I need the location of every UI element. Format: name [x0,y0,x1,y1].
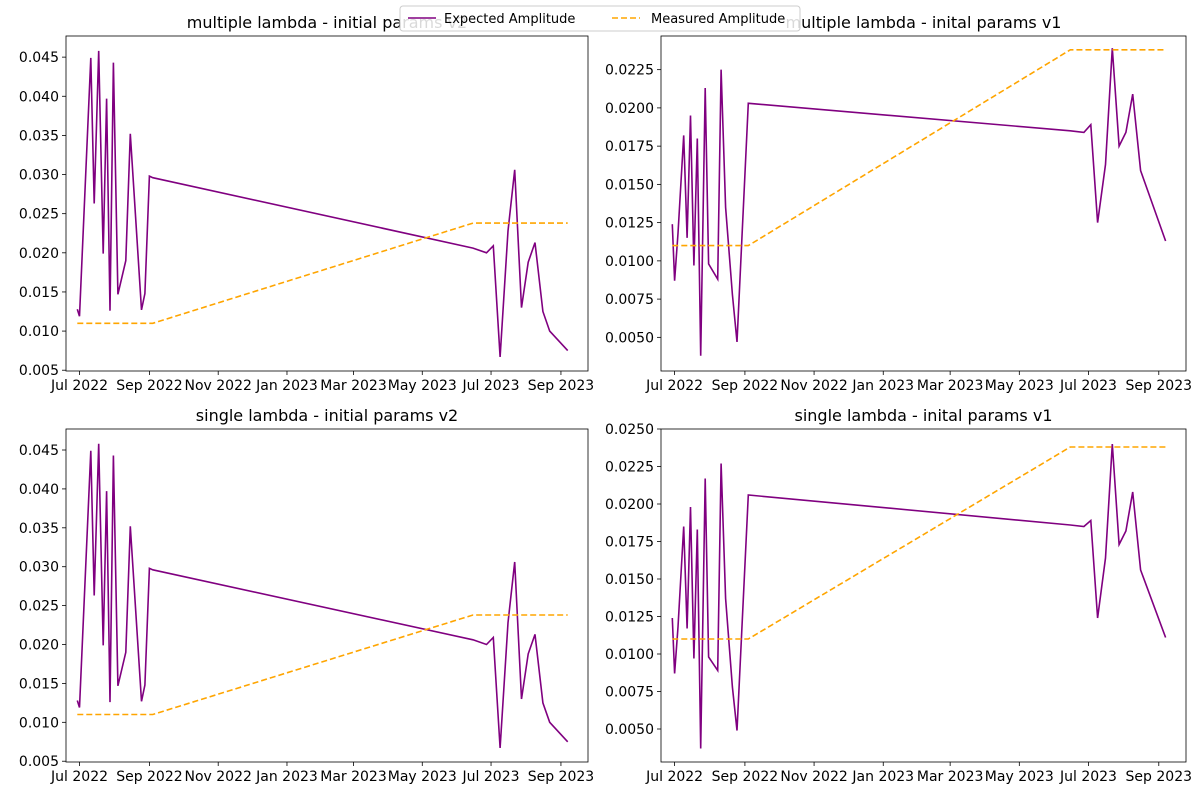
y-tick-label: 0.045 [19,50,59,66]
y-tick-label: 0.0050 [605,722,654,738]
x-tick-label: Sep 2023 [528,769,594,785]
x-tick-label: Sep 2022 [116,378,182,394]
y-tick-label: 0.0075 [605,685,654,701]
x-tick-label: Mar 2023 [917,769,984,785]
y-tick-label: 0.005 [19,363,59,379]
series-line-measured [672,48,1166,247]
y-tick-label: 0.0100 [605,647,654,663]
x-tick-label: Jan 2023 [255,378,318,394]
x-tick-label: Jul 2023 [1059,378,1117,394]
y-tick-label: 0.0225 [605,460,654,476]
y-tick-label: 0.0175 [605,535,654,551]
x-tick-label: May 2023 [985,769,1054,785]
y-tick-label: 0.0050 [605,330,654,346]
legend-label: Measured Amplitude [651,12,785,27]
y-tick-label: 0.025 [19,599,59,615]
y-tick-label: 0.0125 [605,216,654,232]
y-tick-label: 0.010 [19,324,59,340]
x-tick-label: Jul 2023 [462,769,520,785]
series-line-expected [76,443,569,749]
x-tick-label: May 2023 [985,378,1054,394]
y-tick-label: 0.0150 [605,572,654,588]
series-line-expected [671,48,1167,356]
y-tick-label: 0.020 [19,246,59,262]
y-tick-label: 0.0100 [605,254,654,270]
chart-title: multiple lambda - initial params v2 [187,13,467,32]
y-tick-label: 0.005 [19,754,59,770]
axes-frame [65,428,589,763]
x-tick-label: Jan 2023 [851,769,914,785]
x-tick-label: Sep 2023 [1126,378,1192,394]
x-tick-label: Sep 2023 [528,378,594,394]
y-tick-label: 0.0200 [605,497,654,513]
y-tick-label: 0.025 [19,207,59,223]
y-tick-label: 0.030 [19,560,59,576]
x-tick-label: Jul 2022 [645,378,703,394]
x-tick-label: Nov 2022 [780,378,847,394]
x-tick-label: Nov 2022 [184,769,251,785]
legend-label: Expected Amplitude [444,12,575,27]
chart-title: multiple lambda - inital params v1 [786,13,1062,32]
chart-panel: Jul 2022 Sep 2022 Nov 2022 Jan 2023 Mar 2023… [605,13,1192,394]
chart-panel: Jul 2022 Sep 2022 Nov 2022 Jan 2023 Mar 2023… [19,406,594,785]
legend-box [399,5,801,32]
x-tick-label: Sep 2022 [116,769,182,785]
axes-frame [660,35,1187,372]
x-tick-label: May 2023 [388,769,457,785]
y-tick-label: 0.015 [19,676,59,692]
chart-panel: Jul 2022 Sep 2022 Nov 2022 Jan 2023 Mar 2023… [605,406,1192,785]
x-tick-label: Jul 2023 [462,378,520,394]
y-tick-label: 0.035 [19,521,59,537]
x-tick-label: Jan 2023 [255,769,318,785]
chart-title: single lambda - initial params v2 [196,406,458,425]
series-line-measured [672,446,1166,640]
y-tick-label: 0.035 [19,128,59,144]
y-tick-label: 0.040 [19,89,59,105]
x-tick-label: May 2023 [388,378,457,394]
y-tick-label: 0.0225 [605,63,654,79]
x-tick-label: Mar 2023 [320,769,387,785]
y-tick-label: 0.040 [19,482,59,498]
y-tick-label: 0.0250 [605,422,654,438]
x-tick-label: Jan 2023 [851,378,914,394]
y-tick-label: 0.0075 [605,292,654,308]
x-tick-label: Nov 2022 [184,378,251,394]
series-line-expected [76,50,569,357]
y-tick-label: 0.030 [19,168,59,184]
x-tick-label: Jul 2023 [1059,769,1117,785]
y-tick-label: 0.0150 [605,177,654,193]
y-tick-label: 0.010 [19,715,59,731]
chart-panel: Jul 2022 Sep 2022 Nov 2022 Jan 2023 Mar 2023… [19,13,594,394]
y-tick-label: 0.015 [19,285,59,301]
y-tick-label: 0.0125 [605,610,654,626]
x-tick-label: Jul 2022 [50,378,108,394]
series-line-expected [671,443,1167,749]
x-tick-label: Jul 2022 [645,769,703,785]
chart-title: single lambda - inital params v1 [795,406,1053,425]
series-line-measured [77,222,568,325]
axes-frame [660,428,1187,763]
x-tick-label: Nov 2022 [780,769,847,785]
y-tick-label: 0.045 [19,443,59,459]
x-tick-label: Sep 2022 [712,378,778,394]
x-tick-label: Mar 2023 [320,378,387,394]
legend: Expected Amplitude Measured Amplitude [399,5,801,32]
y-tick-label: 0.020 [19,638,59,654]
x-tick-label: Sep 2023 [1126,769,1192,785]
x-tick-label: Jul 2022 [50,769,108,785]
axes-frame [65,35,589,372]
x-tick-label: Mar 2023 [917,378,984,394]
y-tick-label: 0.0200 [605,101,654,117]
series-line-measured [77,614,568,716]
y-tick-label: 0.0175 [605,139,654,155]
x-tick-label: Sep 2022 [712,769,778,785]
